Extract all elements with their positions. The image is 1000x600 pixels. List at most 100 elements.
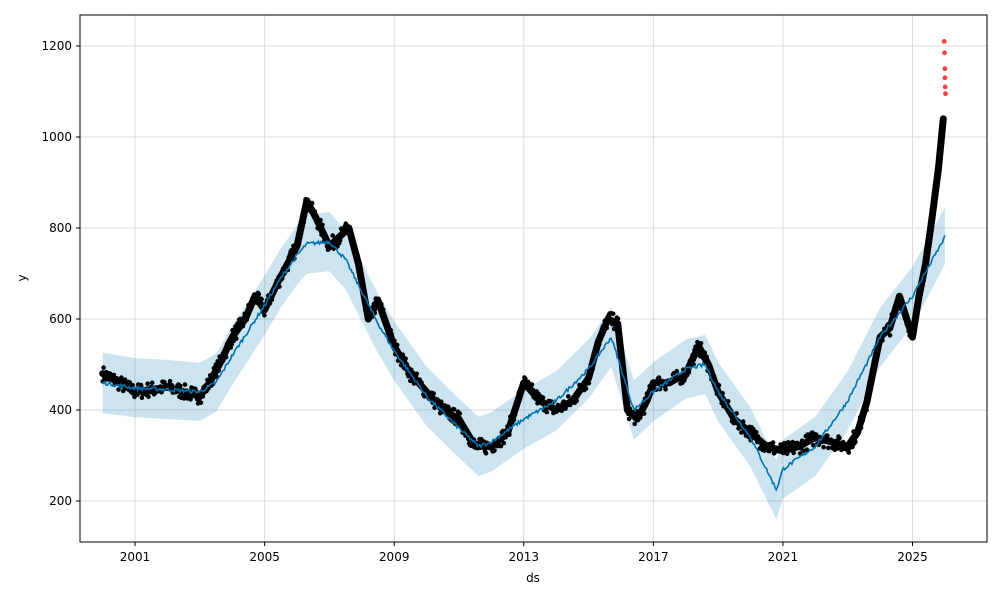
plot-frame	[79, 14, 988, 543]
observed-point	[914, 307, 920, 313]
observed-point	[901, 309, 907, 315]
observed-point	[610, 311, 616, 317]
observed-point	[938, 145, 943, 150]
observed-point	[937, 154, 942, 160]
grid	[80, 15, 987, 542]
observed-point	[920, 281, 925, 287]
observed-point	[751, 426, 756, 432]
observed-point	[234, 336, 239, 341]
observed-point	[535, 401, 540, 406]
observed-point	[858, 425, 864, 431]
observed-point	[694, 344, 699, 350]
observed-point	[583, 386, 589, 391]
outlier-point	[943, 91, 948, 97]
observed-point	[876, 347, 882, 352]
observed-point	[866, 392, 871, 397]
observed-point	[321, 230, 326, 236]
observed-point	[711, 374, 717, 379]
observed-point	[323, 235, 329, 240]
observed-point	[663, 387, 668, 392]
observed-point	[828, 437, 834, 443]
observed-point	[934, 186, 939, 191]
y-tick-label-600: 600	[49, 312, 72, 326]
y-tick-label-1000: 1000	[41, 130, 72, 144]
observed-point	[632, 421, 637, 427]
observed-point	[138, 382, 144, 388]
observed-point	[120, 388, 126, 394]
observed-point	[777, 447, 782, 452]
observed-point	[755, 434, 761, 439]
observed-point	[617, 338, 622, 344]
x-tick-label-2025: 2025	[897, 550, 928, 564]
observed-point	[167, 378, 173, 384]
outlier-points	[941, 39, 948, 97]
observed-point	[604, 325, 609, 331]
observed-point	[702, 350, 708, 355]
observed-point	[931, 197, 937, 203]
observed-point	[122, 377, 128, 383]
observed-point	[638, 415, 643, 420]
observed-point	[198, 400, 204, 406]
observed-point	[540, 395, 546, 400]
observed-point	[770, 440, 776, 445]
x-tick-label-2017: 2017	[638, 550, 669, 564]
observed-point	[868, 388, 873, 393]
observed-point	[905, 319, 910, 325]
observed-point	[431, 391, 437, 396]
observed-point	[351, 242, 357, 247]
observed-point	[708, 364, 713, 369]
observed-point	[483, 450, 489, 456]
observed-point	[624, 398, 630, 404]
observed-point	[736, 426, 741, 431]
observed-point	[910, 329, 915, 335]
observed-point	[238, 318, 244, 324]
observed-point	[222, 348, 228, 354]
observed-point	[912, 314, 918, 319]
observed-point	[111, 372, 117, 378]
observed-point	[205, 377, 210, 383]
observed-point	[811, 443, 816, 448]
observed-point	[521, 385, 526, 390]
observed-point	[212, 368, 218, 374]
observed-point	[451, 407, 457, 412]
observed-point	[924, 259, 929, 265]
observed-point	[756, 438, 762, 443]
observed-point	[414, 371, 420, 377]
observed-point	[352, 246, 358, 252]
outlier-point	[942, 66, 948, 72]
observed-point	[927, 221, 933, 227]
y-tick-label-800: 800	[49, 221, 72, 235]
observed-point	[252, 295, 258, 301]
observed-point	[929, 210, 935, 216]
observed-point	[312, 209, 318, 215]
observed-point	[248, 306, 253, 312]
observed-point	[538, 399, 544, 405]
observed-point	[893, 308, 898, 314]
observed-point	[403, 356, 408, 361]
observed-point	[366, 311, 372, 317]
observed-point	[349, 235, 354, 240]
observed-point	[870, 374, 876, 380]
observed-point	[850, 444, 855, 450]
observed-point	[341, 231, 347, 236]
x-axis-ticks: 2001 2005 2009 2013 2017 2021 2025	[120, 542, 928, 564]
observed-point	[420, 383, 425, 388]
observed-point	[610, 321, 615, 327]
observed-point	[512, 412, 518, 418]
observed-point	[739, 430, 744, 435]
observed-point	[232, 328, 237, 334]
outlier-point	[942, 84, 948, 90]
observed-point	[767, 448, 772, 454]
observed-point	[529, 382, 535, 387]
observed-point	[704, 354, 709, 360]
observed-point	[489, 444, 494, 449]
forecast-line-group	[102, 235, 946, 492]
observed-point	[872, 357, 878, 362]
observed-point	[837, 435, 842, 441]
observed-point	[618, 351, 623, 357]
observed-point	[880, 338, 885, 343]
observed-point	[754, 430, 759, 435]
observed-point	[615, 316, 621, 322]
observed-point	[627, 406, 633, 412]
observed-point	[229, 342, 234, 347]
